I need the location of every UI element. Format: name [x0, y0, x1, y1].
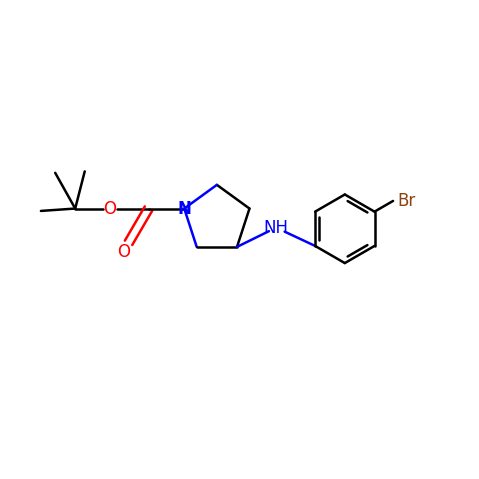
Text: Br: Br: [398, 192, 416, 210]
Text: N: N: [177, 200, 191, 217]
Text: NH: NH: [263, 219, 288, 237]
Text: O: O: [103, 200, 116, 217]
Text: O: O: [117, 243, 130, 262]
